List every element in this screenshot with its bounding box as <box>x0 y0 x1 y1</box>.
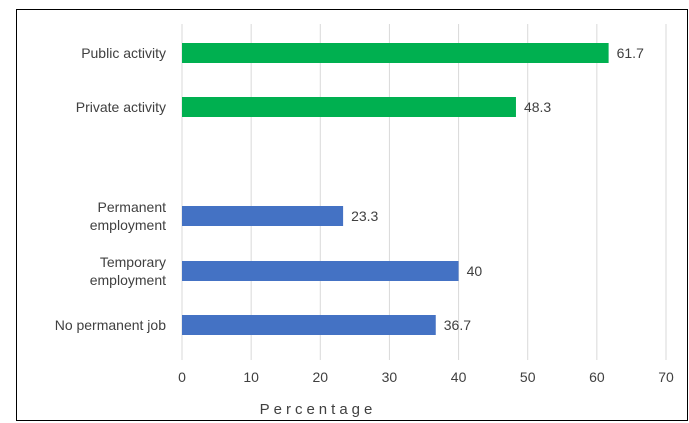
x-tick-label: 0 <box>178 369 186 385</box>
x-tick-label: 60 <box>589 369 605 385</box>
category-label: Private activity <box>76 99 166 115</box>
bar <box>182 43 609 63</box>
x-tick-label: 70 <box>658 369 674 385</box>
data-label: 40 <box>467 263 483 279</box>
category-labels: Public activity Private activity Permanent… <box>55 45 167 333</box>
bar <box>182 97 516 117</box>
data-label: 36.7 <box>444 317 471 333</box>
x-tick-label: 30 <box>382 369 398 385</box>
x-tick-label: 40 <box>451 369 467 385</box>
category-label: Permanent employment <box>90 199 166 233</box>
x-axis-title: Percentage <box>260 401 377 418</box>
data-labels: 61.7 48.3 23.3 40 36.7 <box>351 45 644 333</box>
bar <box>182 206 344 226</box>
bar <box>182 261 459 281</box>
category-label: No permanent job <box>55 317 167 333</box>
x-tick-label: 20 <box>312 369 328 385</box>
data-label: 23.3 <box>351 208 378 224</box>
data-label: 61.7 <box>617 45 644 61</box>
category-label: Public activity <box>81 45 166 61</box>
x-tick-label: 10 <box>243 369 259 385</box>
chart-frame <box>16 9 688 421</box>
data-label: 48.3 <box>524 99 551 115</box>
bar <box>182 315 436 335</box>
category-label: Temporary employment <box>90 254 166 288</box>
x-tick-label: 50 <box>520 369 536 385</box>
x-axis-ticks: 0 10 20 30 40 50 60 70 <box>178 369 674 385</box>
bars <box>182 43 609 335</box>
gridlines <box>181 24 667 360</box>
